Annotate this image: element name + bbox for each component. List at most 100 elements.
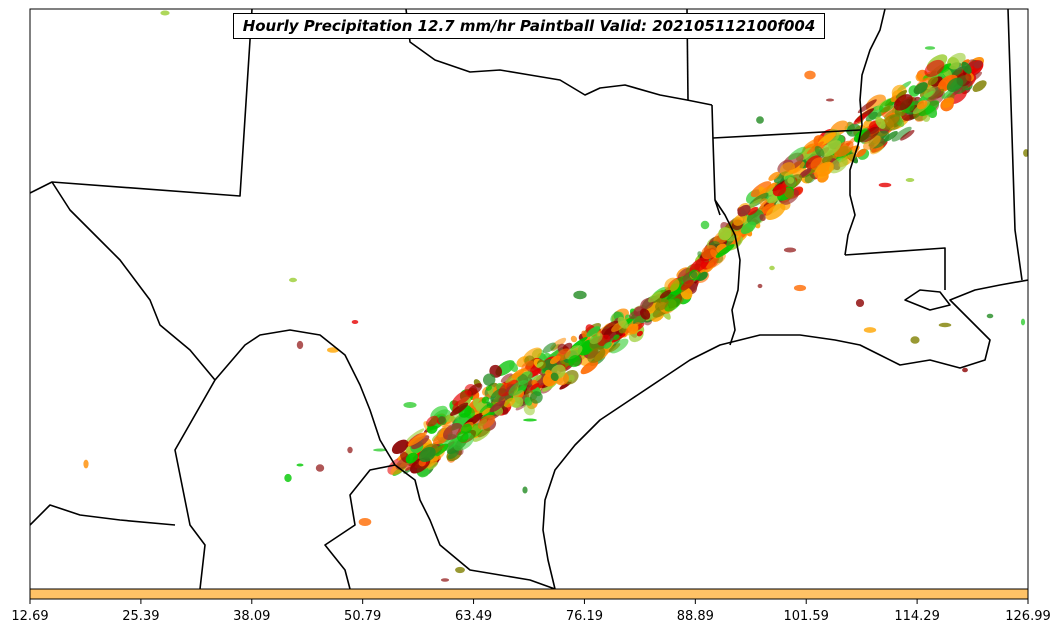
precip-blob [629, 311, 639, 320]
colorbar-tick-label: 114.29 [894, 609, 940, 624]
precip-blob [438, 415, 447, 425]
precip-blob [477, 414, 496, 430]
precip-blob [895, 90, 908, 99]
precip-blob [715, 244, 735, 258]
mississippi-river [844, 9, 886, 256]
precip-blob [718, 227, 732, 241]
precip-blob [905, 178, 915, 182]
precip-blob [636, 330, 643, 337]
precip-blob [733, 213, 747, 226]
precip-blob [820, 140, 842, 157]
precip-blob [918, 100, 940, 117]
precip-blob [659, 289, 671, 299]
precip-blob [947, 57, 960, 70]
precip-blob [523, 403, 535, 416]
precip-blob [447, 450, 459, 460]
precip-blob [779, 162, 796, 176]
precip-blob [83, 459, 89, 469]
precip-blob [289, 277, 297, 283]
precip-blob [946, 77, 964, 92]
precip-blob [865, 111, 878, 122]
precip-blob [405, 452, 418, 464]
state-border-la-ms [844, 247, 946, 290]
precip-blob [769, 265, 775, 271]
precip-blob [440, 578, 450, 582]
precip-blob [406, 428, 425, 442]
precip-blob [828, 157, 848, 174]
precip-blob [973, 60, 983, 69]
precip-blob [481, 396, 490, 404]
precip-blob [1023, 149, 1028, 157]
precip-blob [347, 446, 353, 454]
precip-blob [883, 131, 898, 142]
precip-blob [627, 323, 639, 335]
precip-blob [639, 308, 651, 320]
colorbar-tick-label: 126.99 [1005, 609, 1051, 624]
precip-blob [284, 473, 292, 483]
precip-blob [373, 448, 387, 452]
precip-blob [551, 344, 560, 352]
precip-blob [689, 257, 710, 273]
precip-blob [500, 373, 513, 383]
precip-blob [613, 334, 620, 341]
precip-blob [550, 372, 559, 381]
precip-blob [878, 182, 892, 188]
precip-blob [783, 247, 797, 253]
precip-blob [450, 402, 469, 416]
precip-blob [859, 126, 880, 143]
precip-blob [511, 368, 525, 379]
precip-blob [509, 362, 519, 372]
precip-blob [765, 203, 786, 220]
precip-blob [941, 97, 955, 108]
precip-blob [825, 98, 835, 102]
precip-blob [489, 400, 505, 413]
colorbar-tick-label: 63.49 [454, 609, 493, 624]
precip-blob [972, 80, 987, 92]
precip-blob [863, 135, 881, 150]
colorbar-tick-label: 50.79 [344, 609, 382, 624]
state-border-ms-al [1007, 9, 1023, 281]
precip-blob [793, 284, 807, 292]
state-border-tx-ar-la [711, 104, 721, 216]
precip-blob [853, 113, 868, 125]
precip-blob [737, 204, 751, 217]
precip-blob [457, 431, 469, 443]
precip-blob [986, 313, 994, 319]
precip-blob [452, 390, 472, 406]
precip-blob [315, 464, 325, 472]
precip-blob [407, 432, 427, 447]
state-border-ar-la [712, 129, 861, 139]
precip-blob [680, 279, 694, 291]
precip-blob [648, 291, 662, 303]
precip-blob [961, 61, 972, 74]
precip-blob [565, 345, 583, 360]
precip-blob [804, 70, 816, 80]
precip-blob [655, 298, 669, 311]
precip-blob [690, 271, 698, 279]
precip-blob [523, 418, 537, 422]
precip-blob [485, 385, 492, 391]
precip-blob [521, 360, 534, 372]
colorbar-tick-label: 101.59 [783, 609, 829, 624]
precip-blob [761, 203, 775, 214]
colorbar-tick-label: 25.39 [122, 609, 160, 624]
precip-blob [937, 74, 958, 92]
precip-blob [924, 59, 945, 77]
precip-blob [875, 116, 886, 129]
precip-blob [464, 407, 475, 419]
precip-blob [455, 566, 465, 574]
mexico-border-2 [30, 504, 176, 526]
map-background [30, 9, 1028, 589]
precip-blob [924, 46, 936, 50]
precip-blob [857, 99, 877, 114]
precip-blob [426, 415, 439, 427]
colorbar-tick-label: 38.09 [233, 609, 271, 624]
precip-blob [391, 439, 409, 454]
precip-blob [913, 82, 928, 95]
precip-blob [160, 10, 170, 16]
precip-blob [759, 214, 766, 222]
precip-blob [503, 397, 516, 408]
precip-blob [900, 129, 915, 141]
colorbar-tick-label: 88.89 [676, 609, 714, 624]
